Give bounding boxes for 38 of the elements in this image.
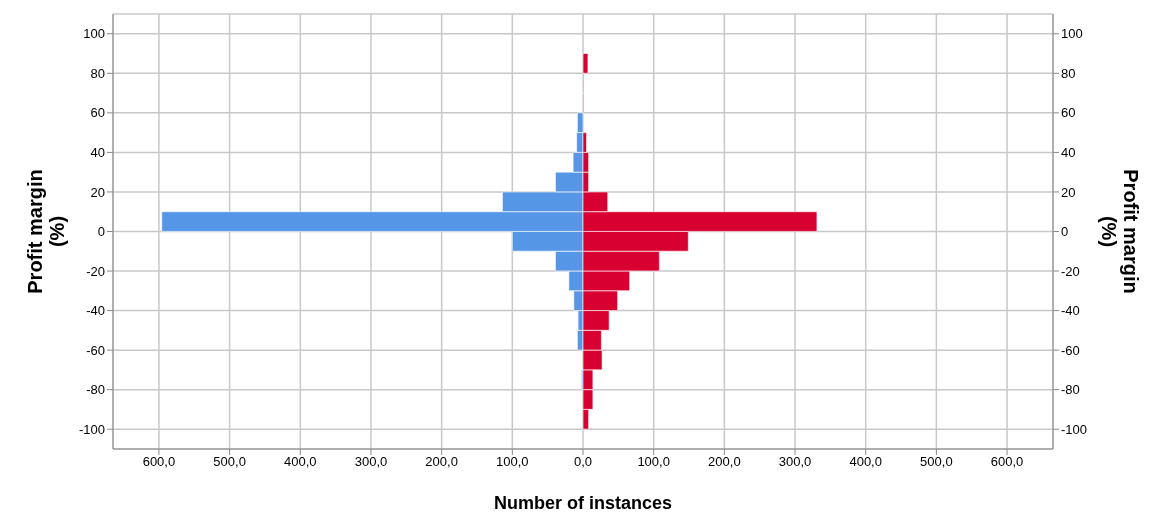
y2-tick-label: 0 [1061, 224, 1069, 240]
y2-tick-label: 80 [1061, 65, 1076, 81]
y-axis-title: Profit margin (%) [24, 169, 68, 294]
x-tick-label: 300,0 [354, 454, 388, 470]
x-tick-label: 600,0 [990, 454, 1024, 470]
x-axis-title: Number of instances [493, 493, 673, 513]
y-tick-label: -20 [86, 263, 105, 279]
y2-tick-label: -40 [1061, 303, 1080, 319]
x-tick-label: 500,0 [213, 454, 246, 470]
x-tick-label: 0,0 [573, 454, 593, 470]
x-tick-label: 600,0 [142, 454, 176, 470]
y2-tick-label: 100 [1061, 26, 1083, 42]
y-tick-label: -40 [86, 303, 105, 319]
x-tick-label: 100,0 [496, 454, 529, 470]
y-tick-label: 0 [97, 224, 105, 240]
x-tick-label: 200,0 [425, 454, 458, 470]
y-tick-label: -60 [86, 342, 105, 358]
y2-tick-label: 20 [1061, 184, 1076, 200]
x-tick-label: 500,0 [920, 454, 953, 470]
y2-axis-title: Profit margin (%) [1098, 169, 1142, 294]
x-tick-label: 400,0 [284, 454, 317, 470]
y2-tick-label: -20 [1061, 263, 1080, 279]
x-tick-label: 400,0 [849, 454, 882, 470]
y2-tick-label: 40 [1061, 145, 1076, 161]
y2-tick-label: -80 [1061, 382, 1080, 398]
y2-tick-label: -100 [1061, 421, 1088, 437]
y-tick-label: 80 [90, 65, 105, 81]
y2-tick-label: 60 [1061, 105, 1076, 121]
y-tick-label: -80 [86, 382, 105, 398]
x-tick-label: 300,0 [778, 454, 812, 470]
y2-tick-label: -60 [1061, 342, 1080, 358]
y-tick-label: 20 [90, 184, 105, 200]
y-tick-label: 60 [90, 105, 105, 121]
x-tick-label: 100,0 [637, 454, 670, 470]
y-tick-label: -100 [78, 421, 105, 437]
y-tick-label: 40 [90, 145, 105, 161]
y-tick-label: 100 [83, 26, 105, 42]
x-tick-label: 200,0 [708, 454, 741, 470]
